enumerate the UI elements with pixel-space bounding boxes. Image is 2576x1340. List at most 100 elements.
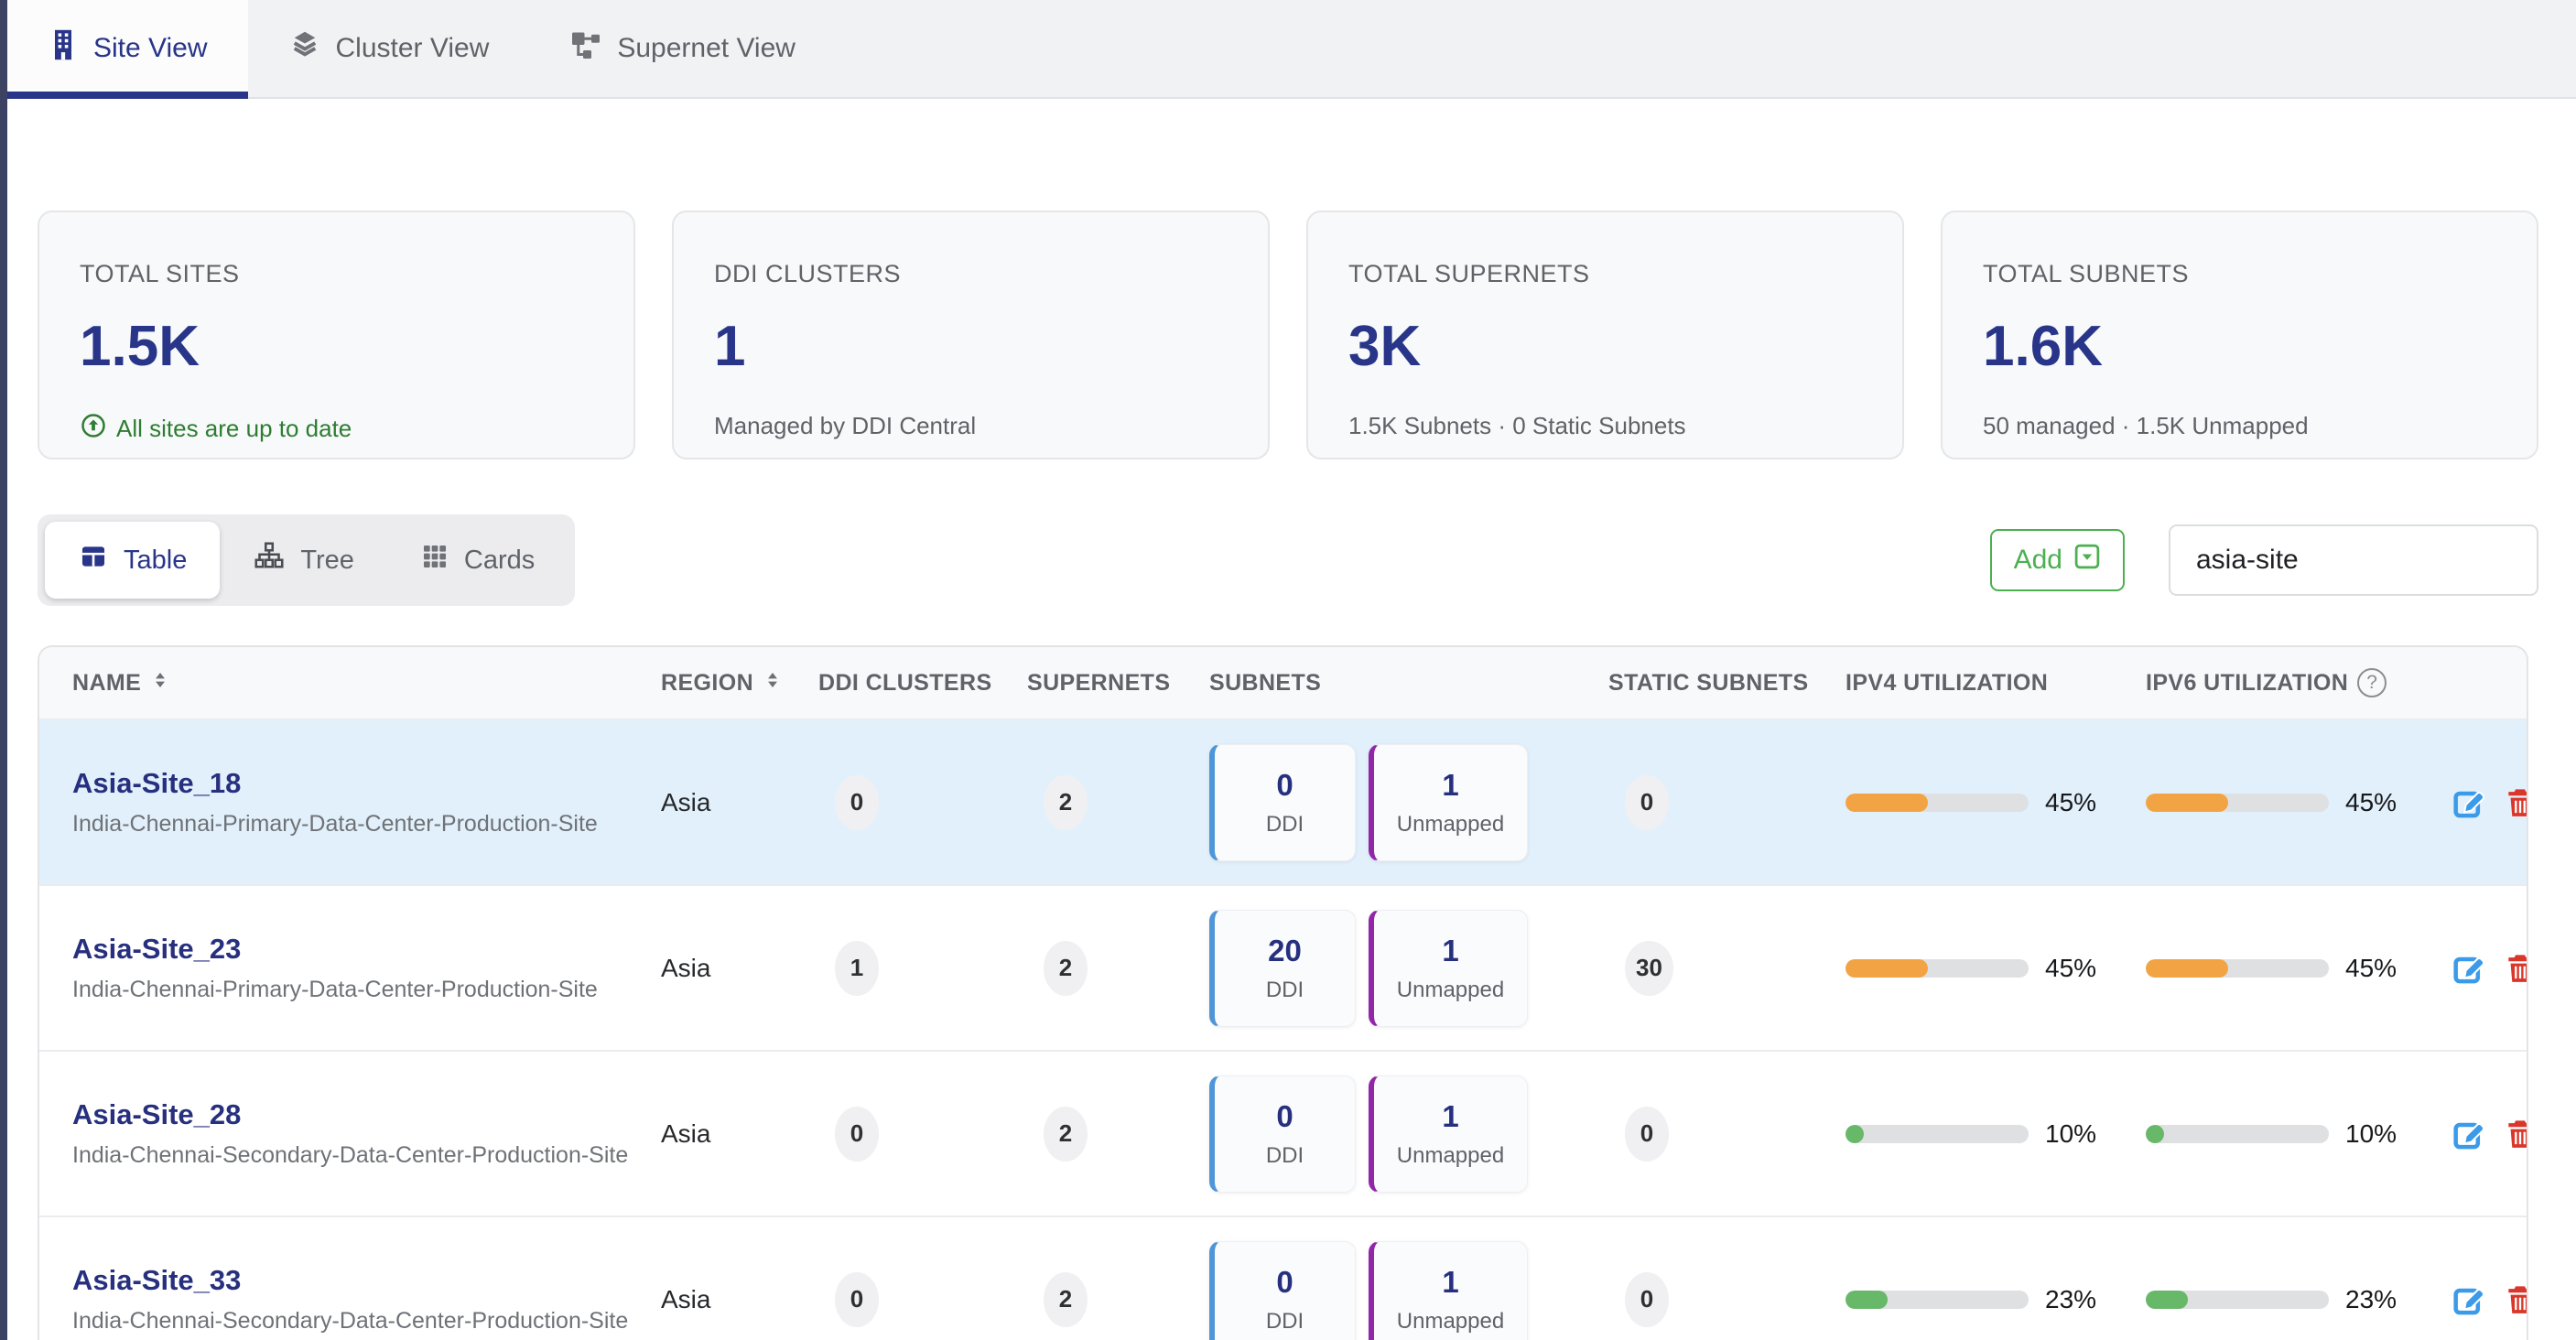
supernets-cell: 2 <box>1027 1272 1209 1327</box>
tree-icon <box>253 540 286 580</box>
delete-icon[interactable] <box>2503 950 2528 987</box>
subnets-unmapped-label: Unmapped <box>1397 812 1504 838</box>
building-icon <box>48 28 79 69</box>
ipv4-utilization-cell: 45% <box>1845 788 2146 817</box>
subnets-ddi-label: DDI <box>1266 1143 1304 1169</box>
actions-cell <box>2450 1281 2528 1318</box>
table-row[interactable]: Asia-Site_18 India-Chennai-Primary-Data-… <box>39 720 2527 886</box>
ddi-clusters-cell: 1 <box>818 941 1027 996</box>
ipv6-utilization-cell: 10% <box>2146 1119 2450 1149</box>
region-cell: Asia <box>661 1285 818 1314</box>
ipv4-utilization-value: 23% <box>2045 1285 2096 1314</box>
ipv6-utilization-bar <box>2146 1125 2329 1143</box>
site-name-link[interactable]: Asia-Site_33 <box>72 1264 241 1297</box>
subnets-ddi-label: DDI <box>1266 1309 1304 1335</box>
name-cell: Asia-Site_28 India-Chennai-Secondary-Dat… <box>39 1098 661 1169</box>
view-toggle-tree[interactable]: Tree <box>220 522 387 599</box>
name-cell: Asia-Site_33 India-Chennai-Secondary-Dat… <box>39 1264 661 1335</box>
ipv6-utilization-cell: 45% <box>2146 954 2450 983</box>
sort-icon[interactable] <box>150 669 170 697</box>
subnets-cell: 0 DDI 1 Unmapped <box>1209 744 1608 861</box>
subnets-unmapped-card: 1 Unmapped <box>1369 910 1528 1027</box>
subnets-unmapped-label: Unmapped <box>1397 978 1504 1003</box>
delete-icon[interactable] <box>2503 1116 2528 1152</box>
ipv4-utilization-value: 45% <box>2045 954 2096 983</box>
subnets-ddi-card: 0 DDI <box>1209 1075 1356 1193</box>
ipv4-utilization-value: 45% <box>2045 788 2096 817</box>
ipv4-utilization-bar <box>1845 959 2029 978</box>
tab-supernet-view[interactable]: Supernet View <box>529 0 836 97</box>
site-description: India-Chennai-Secondary-Data-Center-Prod… <box>72 1308 661 1335</box>
delete-icon[interactable] <box>2503 784 2528 821</box>
delete-icon[interactable] <box>2503 1281 2528 1318</box>
tab-cluster-view[interactable]: Cluster View <box>248 0 530 97</box>
name-cell: Asia-Site_18 India-Chennai-Primary-Data-… <box>39 767 661 838</box>
help-icon[interactable] <box>2357 668 2387 697</box>
actions-cell <box>2450 950 2528 987</box>
cards-grid-icon <box>420 542 449 578</box>
ipv4-bar-fill <box>1845 1291 1888 1309</box>
edit-icon[interactable] <box>2450 1116 2486 1152</box>
subnets-ddi-label: DDI <box>1266 812 1304 838</box>
site-description: India-Chennai-Primary-Data-Center-Produc… <box>72 811 661 838</box>
view-toggle-table[interactable]: Table <box>45 522 220 599</box>
subnets-unmapped-label: Unmapped <box>1397 1143 1504 1169</box>
supernets-badge: 2 <box>1044 941 1088 996</box>
stat-subtitle: 1.5K Subnets · 0 Static Subnets <box>1348 412 1862 440</box>
ddi-clusters-badge: 0 <box>835 1272 879 1327</box>
site-description: India-Chennai-Primary-Data-Center-Produc… <box>72 977 661 1003</box>
sort-icon[interactable] <box>763 669 783 697</box>
subnets-ddi-count: 0 <box>1276 768 1293 803</box>
column-header-ddi-clusters: DDI CLUSTERS <box>818 670 1027 697</box>
ipv6-bar-fill <box>2146 1125 2164 1143</box>
supernets-cell: 2 <box>1027 941 1209 996</box>
add-button[interactable]: Add <box>1990 529 2125 591</box>
search-input[interactable] <box>2169 524 2538 596</box>
ddi-clusters-badge: 0 <box>835 1107 879 1162</box>
table-row[interactable]: Asia-Site_23 India-Chennai-Primary-Data-… <box>39 886 2527 1052</box>
ipv6-utilization-value: 45% <box>2345 788 2397 817</box>
layers-icon <box>288 28 321 69</box>
tab-site-view[interactable]: Site View <box>7 0 248 97</box>
ddi-clusters-cell: 0 <box>818 775 1027 830</box>
name-cell: Asia-Site_23 India-Chennai-Primary-Data-… <box>39 933 661 1003</box>
subnets-unmapped-card: 1 Unmapped <box>1369 1241 1528 1340</box>
ipv4-utilization-bar <box>1845 794 2029 812</box>
column-header-region[interactable]: REGION <box>661 669 818 697</box>
ipv6-utilization-cell: 23% <box>2146 1285 2450 1314</box>
static-subnets-cell: 0 <box>1608 775 1845 830</box>
subnets-ddi-card: 0 DDI <box>1209 744 1356 861</box>
table-row[interactable]: Asia-Site_33 India-Chennai-Secondary-Dat… <box>39 1217 2527 1340</box>
subnets-ddi-count: 0 <box>1276 1265 1293 1300</box>
site-name-link[interactable]: Asia-Site_28 <box>72 1098 241 1131</box>
ipv6-bar-fill <box>2146 959 2228 978</box>
subnets-cell: 0 DDI 1 Unmapped <box>1209 1075 1608 1193</box>
table-row[interactable]: Asia-Site_28 India-Chennai-Secondary-Dat… <box>39 1052 2527 1217</box>
network-topology-icon <box>569 28 602 69</box>
subnets-unmapped-count: 1 <box>1442 768 1458 803</box>
stat-value: 3K <box>1348 314 1862 379</box>
view-toggle-cards[interactable]: Cards <box>387 522 568 599</box>
site-name-link[interactable]: Asia-Site_18 <box>72 767 241 800</box>
stat-value: 1.5K <box>80 314 593 379</box>
tab-label: Supernet View <box>617 33 796 64</box>
site-name-link[interactable]: Asia-Site_23 <box>72 933 241 966</box>
stat-subtitle: All sites are up to date <box>80 412 593 446</box>
table-body: Asia-Site_18 India-Chennai-Primary-Data-… <box>39 720 2527 1340</box>
static-subnets-badge: 0 <box>1625 1272 1669 1327</box>
ddi-clusters-badge: 1 <box>835 941 879 996</box>
subnets-ddi-card: 20 DDI <box>1209 910 1356 1027</box>
edit-icon[interactable] <box>2450 1281 2486 1318</box>
subnets-unmapped-count: 1 <box>1442 934 1458 968</box>
static-subnets-badge: 0 <box>1625 1107 1669 1162</box>
ipv6-utilization-cell: 45% <box>2146 788 2450 817</box>
ipv4-utilization-value: 10% <box>2045 1119 2096 1149</box>
stat-card-ddi-clusters: DDI CLUSTERS 1 Managed by DDI Central <box>672 211 1270 459</box>
edit-icon[interactable] <box>2450 950 2486 987</box>
column-header-name[interactable]: NAME <box>39 669 661 697</box>
ipv6-bar-fill <box>2146 1291 2188 1309</box>
subnets-unmapped-count: 1 <box>1442 1099 1458 1134</box>
ipv4-utilization-bar <box>1845 1125 2029 1143</box>
edit-icon[interactable] <box>2450 784 2486 821</box>
view-tabbar: Site View Cluster View Supernet View <box>7 0 2576 99</box>
